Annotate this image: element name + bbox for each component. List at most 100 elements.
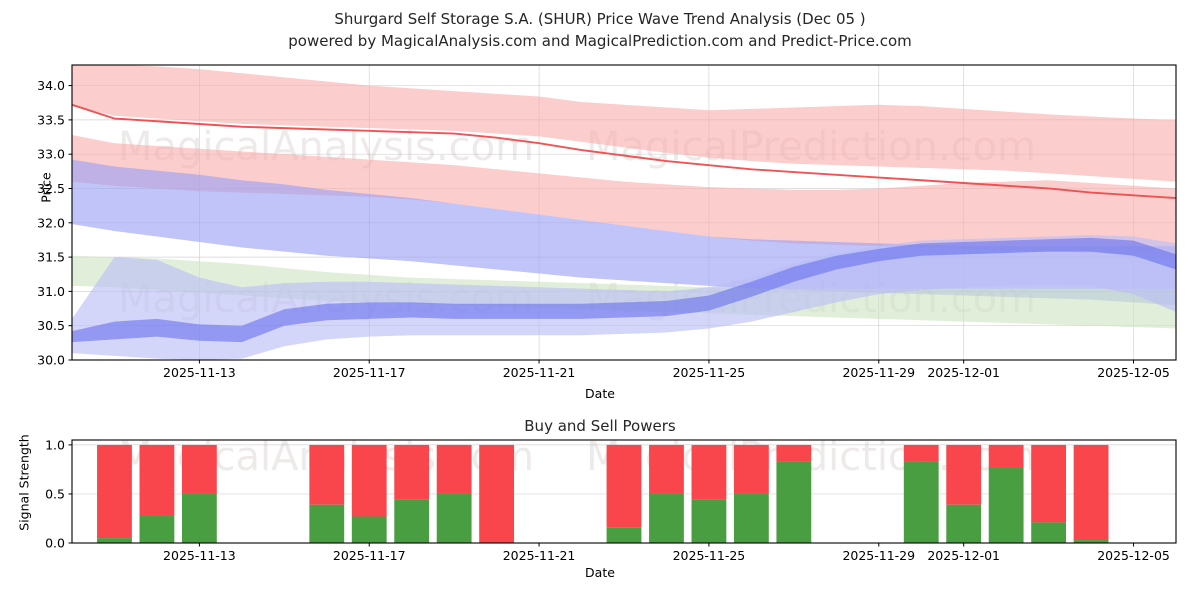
bar-group (988, 444, 1024, 543)
bar-buy-power[interactable] (903, 461, 939, 543)
y-tick-label: 0.5 (45, 486, 65, 501)
y-tick-label: 1.0 (45, 437, 65, 452)
bar-sell-power[interactable] (691, 444, 727, 500)
bar-group (606, 444, 642, 543)
lower-chart-y-axis-label: Signal Strength (16, 434, 32, 531)
page-title: Shurgard Self Storage S.A. (SHUR) Price … (0, 8, 1200, 52)
bar-group (1031, 444, 1067, 543)
bar-sell-power[interactable] (606, 444, 642, 528)
bar-sell-power[interactable] (436, 444, 472, 494)
bar-group (776, 444, 812, 543)
bar-sell-power[interactable] (181, 444, 217, 494)
bar-group (97, 444, 132, 543)
x-tick-label: 2025-11-17 (333, 548, 406, 563)
title-line-1: Shurgard Self Storage S.A. (SHUR) Price … (334, 10, 866, 28)
x-tick-label: 2025-11-21 (503, 365, 576, 380)
bar-buy-power[interactable] (97, 538, 132, 543)
bar-buy-power[interactable] (436, 493, 472, 543)
bar-buy-power[interactable] (988, 467, 1024, 543)
bar-group (351, 444, 387, 543)
bar-group (479, 444, 515, 543)
x-tick-label: 2025-12-01 (927, 548, 1000, 563)
lower-chart-title: Buy and Sell Powers (524, 417, 676, 435)
bar-buy-power[interactable] (1073, 540, 1109, 543)
x-tick-label: 2025-12-05 (1097, 548, 1170, 563)
lower-chart-bars-layer (97, 444, 1109, 543)
y-tick-label: 0.0 (45, 536, 65, 551)
bar-buy-power[interactable] (351, 516, 387, 543)
lower-chart-ticks: 0.0 0.5 1.0 2025-11-13 2025-11-17 2025-11-21 2… (45, 437, 1170, 563)
x-tick-label: 2025-11-13 (163, 548, 236, 563)
bar-sell-power[interactable] (139, 444, 175, 516)
bar-group (903, 444, 939, 543)
x-tick-label: 2025-12-01 (927, 365, 1000, 380)
bar-sell-power[interactable] (1073, 444, 1109, 541)
bar-group (139, 444, 175, 543)
bar-group (181, 444, 217, 543)
main-chart-ticks: 30.0 30.5 31.0 31.5 32.0 32.5 33.0 33.5 34.0 2025… (37, 78, 1170, 380)
bar-sell-power[interactable] (1031, 444, 1067, 523)
band-upper-resistance-band (72, 65, 1176, 182)
bar-sell-power[interactable] (309, 444, 345, 505)
bar-group (946, 444, 982, 543)
bar-buy-power[interactable] (394, 499, 430, 543)
bar-sell-power[interactable] (903, 444, 939, 462)
bar-group (309, 444, 345, 543)
y-tick-label: 34.0 (37, 78, 65, 93)
bar-sell-power[interactable] (394, 444, 430, 500)
y-tick-label: 30.0 (37, 353, 65, 368)
bar-sell-power[interactable] (479, 444, 515, 543)
bar-sell-power[interactable] (776, 444, 812, 462)
bar-buy-power[interactable] (776, 461, 812, 543)
main-chart-axis-frame (71, 64, 1177, 361)
y-tick-label: 33.0 (37, 147, 65, 162)
x-tick-label: 2025-11-29 (842, 548, 915, 563)
x-tick-label: 2025-11-21 (503, 548, 576, 563)
bar-sell-power[interactable] (988, 444, 1024, 468)
bar-group (733, 444, 769, 543)
band-price-wave-outer-band (72, 235, 1176, 360)
title-line-2: powered by MagicalAnalysis.com and Magic… (288, 32, 912, 50)
bar-group (436, 444, 472, 543)
y-tick-label: 33.5 (37, 112, 65, 127)
bar-buy-power[interactable] (1031, 522, 1067, 543)
bar-sell-power[interactable] (649, 444, 684, 494)
bar-buy-power[interactable] (181, 493, 217, 543)
x-tick-label: 2025-11-17 (333, 365, 406, 380)
band-mid-resistance-band (72, 134, 1176, 256)
x-tick-label: 2025-11-13 (163, 365, 236, 380)
bar-group (649, 444, 684, 543)
x-tick-label: 2025-11-29 (842, 365, 915, 380)
y-tick-label: 31.0 (37, 284, 65, 299)
bar-buy-power[interactable] (139, 515, 175, 543)
bar-sell-power[interactable] (946, 444, 982, 505)
main-chart-x-axis-label: Date (585, 386, 615, 401)
lower-chart-x-axis-label: Date (585, 565, 615, 580)
x-tick-label: 2025-11-25 (673, 365, 746, 380)
bar-sell-power[interactable] (351, 444, 387, 517)
y-tick-label: 30.5 (37, 318, 65, 333)
main-chart-series-layer (72, 65, 1176, 360)
bar-group (394, 444, 430, 543)
band-price-wave-inner-band (72, 237, 1176, 343)
x-tick-label: 2025-12-05 (1097, 365, 1170, 380)
bar-buy-power[interactable] (606, 527, 642, 543)
bar-sell-power[interactable] (97, 444, 132, 539)
bar-buy-power[interactable] (946, 504, 982, 543)
y-tick-label: 32.5 (37, 181, 65, 196)
bar-buy-power[interactable] (649, 493, 684, 543)
bar-group (1073, 444, 1109, 543)
bar-buy-power[interactable] (309, 504, 345, 543)
bar-buy-power[interactable] (691, 499, 727, 543)
main-chart-y-axis-label: Price (38, 172, 54, 203)
line-resistance-trend-line (72, 103, 1176, 200)
bar-sell-power[interactable] (733, 444, 769, 494)
bar-buy-power[interactable] (733, 493, 769, 543)
bar-group (691, 444, 727, 543)
y-tick-label: 32.0 (37, 215, 65, 230)
x-tick-label: 2025-11-25 (673, 548, 746, 563)
lower-chart-axis-frame (71, 439, 1177, 544)
y-tick-label: 31.5 (37, 250, 65, 265)
